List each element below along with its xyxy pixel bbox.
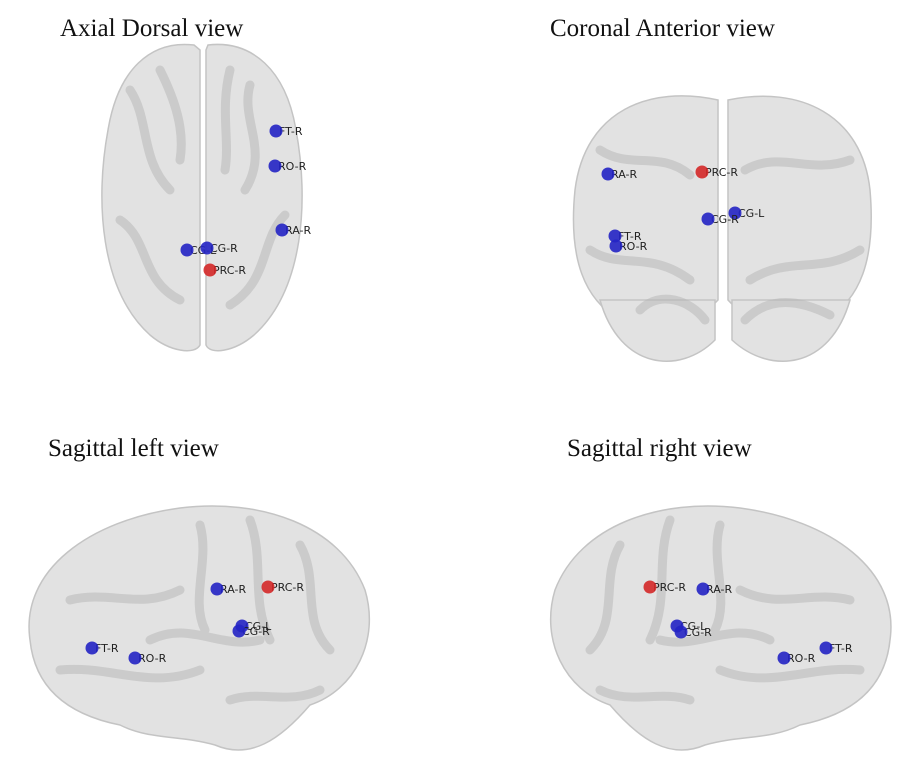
node-label: CG-R [242,625,270,638]
node-label: RO-R [619,240,648,253]
brain-coronal [573,96,871,361]
node [644,581,657,594]
node-label: PRC-R [653,581,686,594]
brain-axial [102,44,302,350]
node [181,244,194,257]
node-label: RA-R [611,168,637,181]
node [696,166,709,179]
panel-title: Coronal Anterior view [550,15,775,42]
panel-title: Sagittal right view [567,435,752,462]
node [702,213,715,226]
node-label: CG-R [210,242,238,255]
node-label: RO-R [787,652,816,665]
node-label: RA-R [706,583,732,596]
node-label: PRC-R [705,166,738,179]
node-label: CG-R [684,626,712,639]
node-label: FT-R [279,125,303,138]
node-label: RO-R [278,160,307,173]
node [697,583,710,596]
node [129,652,142,665]
node-label: CG-L [738,207,765,220]
panel-title: Sagittal left view [48,435,219,462]
node-label: RA-R [285,224,311,237]
node [233,625,246,638]
node-label: FT-R [829,642,853,655]
node-label: PRC-R [213,264,246,277]
node [610,240,623,253]
node [201,242,214,255]
node [204,264,217,277]
node [820,642,833,655]
node [276,224,289,237]
node [602,168,615,181]
node [778,652,791,665]
panel-title: Axial Dorsal view [60,15,243,42]
brain-sagittal-left [29,506,369,750]
node [269,160,282,173]
node [270,125,283,138]
node-label: PRC-R [271,581,304,594]
brain-sagittal-right [551,506,891,750]
node-label: FT-R [95,642,119,655]
node [262,581,275,594]
node [675,626,688,639]
node [211,583,224,596]
figure: Axial Dorsal view Coronal Anterior view … [0,0,901,772]
node-label: CG-R [711,213,739,226]
node-label: RO-R [138,652,167,665]
node-label: RA-R [220,583,246,596]
node [86,642,99,655]
